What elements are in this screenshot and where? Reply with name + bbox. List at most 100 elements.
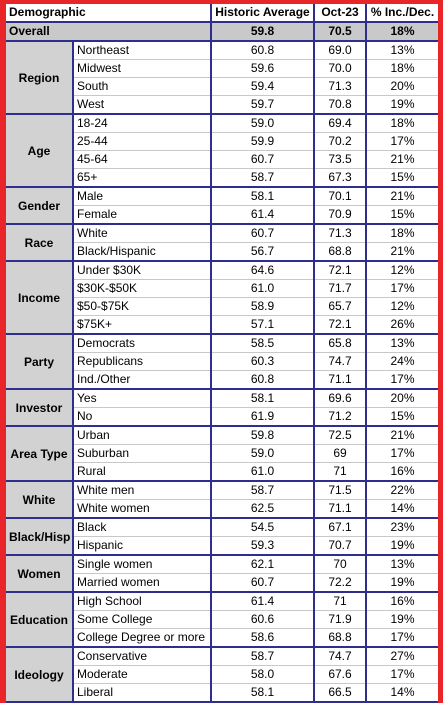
table-row: Party Democrats 58.5 65.8 13% (6, 334, 438, 390)
row-label: West (73, 95, 211, 115)
group-label-white: White (6, 481, 74, 519)
group-label-region: Region (6, 41, 74, 115)
table-row: Some College 60.6 71.9 19% (6, 610, 438, 629)
table-row: Black/Hispanic 56.7 68.8 21% (6, 242, 438, 262)
table-row: Ind./Other 60.8 71.1 17% (6, 370, 438, 390)
month-value: 72.2 (313, 573, 366, 593)
row-label: 25-44 (73, 132, 211, 151)
month-value: 67.1 (313, 518, 366, 537)
historic-value: 61.0 (210, 462, 314, 482)
historic-value: 58.1 (210, 187, 314, 206)
month-value: 71.7 (313, 279, 366, 298)
group-label-education: Education (6, 592, 74, 648)
historic-value: 57.1 (210, 315, 314, 335)
header-percent-change: % Inc./Dec. (365, 4, 438, 23)
row-label: Single women (73, 555, 211, 574)
month-value: 71.9 (313, 610, 366, 629)
historic-value: 58.7 (210, 168, 314, 188)
month-value: 71 (313, 462, 366, 482)
change-value: 19% (365, 573, 438, 593)
table-row: Area Type Urban 59.8 72.5 21% (6, 426, 438, 482)
change-value: 21% (365, 426, 438, 445)
row-label: 45-64 (73, 150, 211, 169)
row-label: $75K+ (73, 315, 211, 335)
historic-value: 61.4 (210, 205, 314, 225)
table-row: Race White 60.7 71.3 18% (6, 224, 438, 262)
change-value: 17% (365, 132, 438, 151)
header-historic-average: Historic Average (210, 4, 314, 23)
group-label-women: Women (6, 555, 74, 593)
month-value: 69.4 (313, 114, 366, 133)
table-row: Republicans 60.3 74.7 24% (6, 352, 438, 371)
overall-change: 18% (365, 22, 438, 42)
group-label-race: Race (6, 224, 74, 262)
historic-value: 58.7 (210, 481, 314, 500)
row-label: Black/Hispanic (73, 242, 211, 262)
month-value: 70.1 (313, 187, 366, 206)
row-label: Conservative (73, 647, 211, 666)
change-value: 21% (365, 150, 438, 169)
group-label-ideology: Ideology (6, 647, 74, 703)
historic-value: 64.6 (210, 261, 314, 280)
historic-value: 59.0 (210, 114, 314, 133)
row-label: Midwest (73, 59, 211, 78)
historic-value: 58.1 (210, 683, 314, 703)
table-row: Education High School 61.4 71 16% (6, 592, 438, 648)
change-value: 17% (365, 279, 438, 298)
row-label: Ind./Other (73, 370, 211, 390)
change-value: 17% (365, 444, 438, 463)
month-value: 71.3 (313, 77, 366, 96)
historic-value: 59.9 (210, 132, 314, 151)
group-label-income: Income (6, 261, 74, 335)
table-body: Overall 59.8 70.5 18% Region Northeast 60.… (6, 22, 438, 703)
month-value: 65.7 (313, 297, 366, 316)
table-row: $75K+ 57.1 72.1 26% (6, 315, 438, 335)
header-month: Oct-23 (313, 4, 366, 23)
change-value: 19% (365, 536, 438, 556)
table-row: White women 62.5 71.1 14% (6, 499, 438, 519)
change-value: 15% (365, 407, 438, 427)
historic-value: 61.4 (210, 592, 314, 611)
month-value: 67.6 (313, 665, 366, 684)
change-value: 17% (365, 665, 438, 684)
row-label: South (73, 77, 211, 96)
historic-value: 58.7 (210, 647, 314, 666)
table-row: Female 61.4 70.9 15% (6, 205, 438, 225)
table-row: 65+ 58.7 67.3 15% (6, 168, 438, 188)
change-value: 13% (365, 555, 438, 574)
table-row: Investor Yes 58.1 69.6 20% (6, 389, 438, 427)
row-label: Northeast (73, 41, 211, 60)
row-label: College Degree or more (73, 628, 211, 648)
change-value: 20% (365, 77, 438, 96)
table-row: $30K-$50K 61.0 71.7 17% (6, 279, 438, 298)
change-value: 21% (365, 187, 438, 206)
change-value: 21% (365, 242, 438, 262)
historic-value: 62.1 (210, 555, 314, 574)
historic-value: 58.9 (210, 297, 314, 316)
row-label: $50-$75K (73, 297, 211, 316)
demographic-table: Demographic Historic Average Oct-23 % In… (6, 4, 438, 703)
change-value: 19% (365, 610, 438, 629)
month-value: 70.9 (313, 205, 366, 225)
month-value: 66.5 (313, 683, 366, 703)
change-value: 18% (365, 114, 438, 133)
group-label-age: Age (6, 114, 74, 188)
month-value: 74.7 (313, 352, 366, 371)
change-value: 20% (365, 389, 438, 408)
historic-value: 58.6 (210, 628, 314, 648)
change-value: 23% (365, 518, 438, 537)
month-value: 71.1 (313, 370, 366, 390)
change-value: 15% (365, 168, 438, 188)
change-value: 27% (365, 647, 438, 666)
historic-value: 58.0 (210, 665, 314, 684)
historic-value: 58.1 (210, 389, 314, 408)
historic-value: 60.6 (210, 610, 314, 629)
change-value: 18% (365, 59, 438, 78)
table-row: Married women 60.7 72.2 19% (6, 573, 438, 593)
historic-value: 59.7 (210, 95, 314, 115)
month-value: 74.7 (313, 647, 366, 666)
historic-value: 58.5 (210, 334, 314, 353)
table-row: Midwest 59.6 70.0 18% (6, 59, 438, 78)
historic-value: 61.9 (210, 407, 314, 427)
table-row: Age 18-24 59.0 69.4 18% (6, 114, 438, 188)
